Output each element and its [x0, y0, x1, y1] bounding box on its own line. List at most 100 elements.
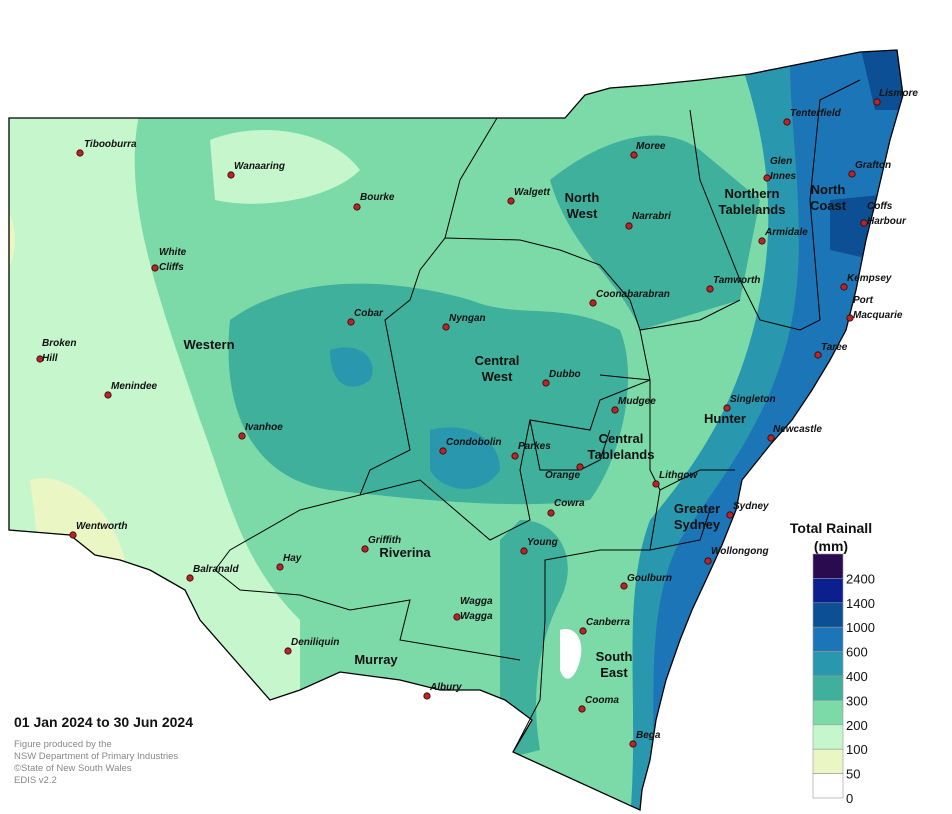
- region-label: Central: [475, 353, 520, 368]
- town-label: Wanaaring: [234, 161, 285, 172]
- town-marker: [227, 171, 235, 179]
- credit-line: NSW Department of Primary Industries: [14, 751, 178, 762]
- legend-label: 2400: [846, 571, 875, 586]
- town-marker: [69, 531, 77, 539]
- town-marker: [758, 237, 766, 245]
- legend-swatch: [812, 626, 844, 652]
- region-label: Tablelands: [719, 202, 786, 217]
- town-label: Singleton: [730, 394, 776, 405]
- town-marker: [104, 391, 112, 399]
- town-marker: [276, 563, 284, 571]
- town-label: Albury: [429, 682, 462, 693]
- town-label: Cooma: [585, 695, 619, 706]
- town-marker: [860, 219, 868, 227]
- legend-swatch: [812, 700, 844, 726]
- town-marker: [186, 574, 194, 582]
- date-range: 01 Jan 2024 to 30 Jun 2024: [14, 714, 193, 730]
- town-label: Cobar: [354, 308, 384, 319]
- town-label: Wentworth: [76, 521, 127, 532]
- town-marker: [840, 283, 848, 291]
- region-label: West: [482, 369, 513, 384]
- town-label: Dubbo: [549, 369, 581, 380]
- town-label: Hill: [42, 353, 58, 364]
- town-label: Canberra: [586, 617, 630, 628]
- town-marker: [814, 351, 822, 359]
- town-label: Moree: [636, 141, 666, 152]
- town-label: Bourke: [360, 192, 395, 203]
- town-marker: [576, 463, 584, 471]
- town-marker: [511, 452, 519, 460]
- town-label: Tamworth: [713, 275, 760, 286]
- town-label: Menindee: [111, 381, 158, 392]
- town-marker: [629, 740, 637, 748]
- town-marker: [347, 318, 355, 326]
- town-marker: [542, 379, 550, 387]
- town-label: Sydney: [733, 501, 769, 512]
- region-label: Greater: [674, 501, 720, 516]
- town-marker: [706, 285, 714, 293]
- town-label: Orange: [545, 470, 580, 481]
- town-label: Mudgee: [618, 396, 656, 407]
- town-marker: [726, 511, 734, 519]
- town-label: Glen: [770, 156, 792, 167]
- legend-label: 200: [846, 718, 868, 733]
- region-labels: WesternCentralWestNorthWestNorthernTable…: [183, 182, 846, 680]
- region-label: Murray: [354, 652, 398, 667]
- town-marker: [36, 355, 44, 363]
- town-label: Armidale: [764, 227, 808, 238]
- town-marker: [763, 174, 771, 182]
- town-label: White: [159, 247, 187, 258]
- town-label: Grafton: [855, 160, 891, 171]
- town-label: Walgett: [514, 187, 551, 198]
- region-label: North: [565, 190, 600, 205]
- legend-label: 1400: [846, 596, 875, 611]
- town-label: Balranald: [193, 564, 239, 575]
- credit-line: Figure produced by the: [14, 739, 112, 750]
- town-label: Harbour: [867, 216, 907, 227]
- town-label: Parkes: [518, 441, 551, 452]
- region-label: West: [567, 206, 598, 221]
- town-marker: [439, 447, 447, 455]
- town-marker: [630, 151, 638, 159]
- town-label: Kempsey: [847, 273, 892, 284]
- credit-line: ©State of New South Wales: [14, 763, 132, 774]
- town-label: Tibooburra: [84, 139, 137, 150]
- town-marker: [76, 149, 84, 157]
- town-label: Broken: [42, 338, 76, 349]
- town-label: Wagga: [460, 611, 493, 622]
- credit-line: EDIS v2.2: [14, 775, 57, 786]
- legend-label: 1000: [846, 620, 875, 635]
- legend-label: 0: [846, 791, 853, 806]
- town-marker: [579, 627, 587, 635]
- town-marker: [620, 582, 628, 590]
- legend-swatch: [812, 553, 844, 579]
- town-marker: [704, 557, 712, 565]
- town-label: Narrabri: [632, 211, 671, 222]
- town-marker: [453, 613, 461, 621]
- town-marker: [848, 170, 856, 178]
- town-label: Taree: [821, 342, 848, 353]
- region-borders: [214, 79, 861, 753]
- town-marker: [652, 480, 660, 488]
- town-label: Coonabarabran: [596, 289, 670, 300]
- town-marker: [547, 509, 555, 517]
- legend-label: 300: [846, 693, 868, 708]
- town-label: Coffs: [867, 201, 893, 212]
- town-marker: [284, 647, 292, 655]
- town-marker: [361, 545, 369, 553]
- town-label: Macquarie: [853, 310, 903, 321]
- region-label: Sydney: [674, 517, 721, 532]
- town-marker: [767, 434, 775, 442]
- legend-label: 100: [846, 742, 868, 757]
- legend-swatch: [812, 578, 844, 604]
- town-marker: [151, 264, 159, 272]
- legend-swatch: [812, 675, 844, 701]
- town-label: Innes: [770, 171, 797, 182]
- town-marker: [783, 118, 791, 126]
- region-label: Hunter: [704, 411, 746, 426]
- town-label: Bega: [636, 730, 661, 741]
- town-marker: [442, 323, 450, 331]
- town-label: Hay: [283, 553, 302, 564]
